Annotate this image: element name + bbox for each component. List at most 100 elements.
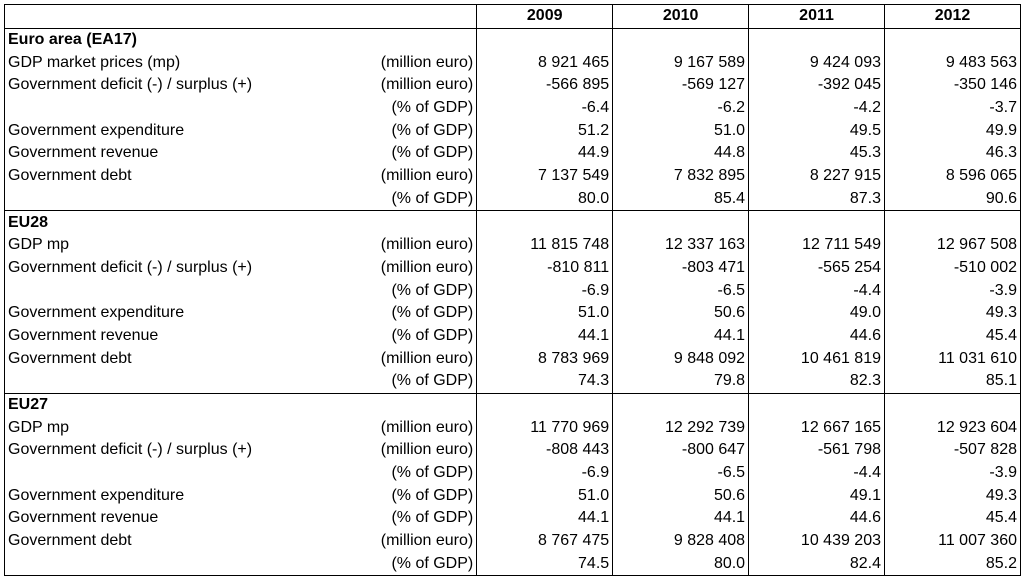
value-cell: 8 767 475 [476, 529, 614, 553]
unit-cell: (million euro) [380, 418, 474, 436]
unit-cell: (% of GDP) [391, 464, 474, 482]
unit-cell: (% of GDP) [391, 326, 474, 344]
unit-cell: (million euro) [380, 532, 474, 550]
value-cell [612, 210, 750, 234]
value-cell: 80.0 [476, 187, 614, 212]
value-cell: 44.8 [612, 142, 750, 165]
value-cell: 44.6 [748, 324, 885, 348]
row-label: GDP market prices (mp) [3, 51, 348, 75]
value-cell: 7 832 895 [612, 164, 750, 188]
value-cell: 7 137 549 [476, 164, 614, 188]
value-cell [884, 210, 1021, 234]
value-cell: 9 828 408 [612, 529, 750, 553]
table-row: (% of GDP) -6.9 -6.5 -4.4 -3.9 [3, 279, 1021, 302]
table-row: GDP market prices (mp) (million euro) 8 92… [3, 51, 1021, 75]
table-row: (% of GDP) -6.4 -6.2 -4.2 -3.7 [3, 96, 1021, 120]
unit-cell: (% of GDP) [391, 486, 474, 504]
value-cell: 9 167 589 [612, 51, 750, 75]
table-row: Government deficit (-) / surplus (+) (mil… [3, 74, 1021, 97]
value-cell: 49.1 [748, 484, 885, 508]
value-cell: 44.1 [476, 507, 614, 530]
value-cell: 82.3 [748, 370, 885, 394]
row-label [3, 279, 348, 302]
value-cell: 49.3 [884, 484, 1021, 508]
value-cell: 10 461 819 [748, 347, 885, 370]
value-cell: -4.2 [748, 96, 885, 120]
unit-cell: (% of GDP) [347, 552, 478, 577]
unit-cell: (% of GDP) [391, 304, 474, 322]
table-row: Government expenditure (% of GDP) 51.0 50.6… [3, 484, 1021, 508]
value-cell: -6.2 [612, 96, 750, 120]
value-cell: 12 711 549 [748, 233, 885, 257]
value-cell: -3.7 [884, 96, 1021, 120]
table-row: (% of GDP) -6.9 -6.5 -4.4 -3.9 [3, 461, 1021, 485]
row-label: Government expenditure [3, 484, 348, 508]
value-cell: 12 967 508 [884, 233, 1021, 257]
table-row: Government debt (million euro) 8 783 969 9 … [3, 347, 1021, 370]
value-cell: 9 848 092 [612, 347, 750, 370]
row-label: Government expenditure [3, 301, 348, 325]
value-cell: 51.0 [612, 119, 750, 143]
value-cell: -3.9 [884, 279, 1021, 302]
value-cell: 82.4 [748, 552, 885, 577]
table-body: Euro area (EA17) GDP market prices (mp) (m… [3, 28, 1021, 577]
value-cell: -808 443 [476, 439, 614, 462]
value-cell: 50.6 [612, 484, 750, 508]
value-cell: -392 045 [748, 74, 885, 97]
unit-cell: (million euro) [380, 53, 474, 71]
value-cell: 10 439 203 [748, 529, 885, 553]
value-cell: 85.4 [612, 187, 750, 212]
row-label: Government debt [3, 529, 348, 553]
year-header: 2009 [476, 4, 614, 29]
value-cell: 9 424 093 [748, 51, 885, 75]
value-cell [748, 210, 885, 234]
unit-cell: (million euro) [380, 441, 474, 459]
value-cell: 74.3 [476, 370, 614, 394]
value-cell: 11 815 748 [476, 233, 614, 257]
value-cell [884, 28, 1021, 52]
table-row: (% of GDP) 74.5 80.0 82.4 85.2 [3, 552, 1021, 577]
unit-cell: (% of GDP) [391, 99, 474, 117]
value-cell: -6.5 [612, 279, 750, 302]
value-cell: -350 146 [884, 74, 1021, 97]
value-cell: 45.3 [748, 142, 885, 165]
row-label: Government debt [3, 164, 348, 188]
unit-cell: (million euro) [380, 258, 474, 276]
value-cell: 11 031 610 [884, 347, 1021, 370]
value-cell: 44.1 [476, 324, 614, 348]
value-cell: -561 798 [748, 439, 885, 462]
row-label: Government revenue [3, 507, 348, 530]
value-cell: 8 921 465 [476, 51, 614, 75]
value-cell: 50.6 [612, 301, 750, 325]
value-cell: 51.0 [476, 301, 614, 325]
table-row: Government debt (million euro) 8 767 475 9 … [3, 529, 1021, 553]
unit-cell: (% of GDP) [347, 187, 478, 212]
value-cell: 49.5 [748, 119, 885, 143]
value-cell [476, 210, 614, 234]
value-cell: 49.0 [748, 301, 885, 325]
value-cell: 46.3 [884, 142, 1021, 165]
value-cell: -510 002 [884, 256, 1021, 280]
unit-cell: (% of GDP) [391, 281, 474, 299]
year-header: 2010 [612, 4, 750, 29]
value-cell: 8 783 969 [476, 347, 614, 370]
table-row: Government deficit (-) / surplus (+) (mil… [3, 256, 1021, 280]
value-cell [612, 28, 750, 52]
unit-cell [348, 28, 477, 51]
table-row: Government expenditure (% of GDP) 51.0 50.6… [3, 301, 1021, 325]
unit-cell: (% of GDP) [391, 509, 474, 527]
table-row: (% of GDP) 74.3 79.8 82.3 85.1 [3, 370, 1021, 394]
section-title: EU28 [3, 210, 348, 234]
unit-cell [348, 211, 477, 234]
table-row: GDP mp (million euro) 11 815 748 12 337 163… [3, 233, 1021, 257]
row-label [3, 370, 348, 394]
value-cell: -4.4 [748, 279, 885, 302]
section-header-row: EU27 [3, 393, 1021, 417]
value-cell: 12 923 604 [884, 416, 1021, 440]
value-cell: 11 007 360 [884, 529, 1021, 553]
value-cell: 45.4 [884, 324, 1021, 348]
row-label: Government deficit (-) / surplus (+) [3, 439, 348, 462]
table-row: (% of GDP) 80.0 85.4 87.3 90.6 [3, 187, 1021, 212]
table-row: Government revenue (% of GDP) 44.1 44.1 44.6… [3, 324, 1021, 348]
value-cell: 8 227 915 [748, 164, 885, 188]
